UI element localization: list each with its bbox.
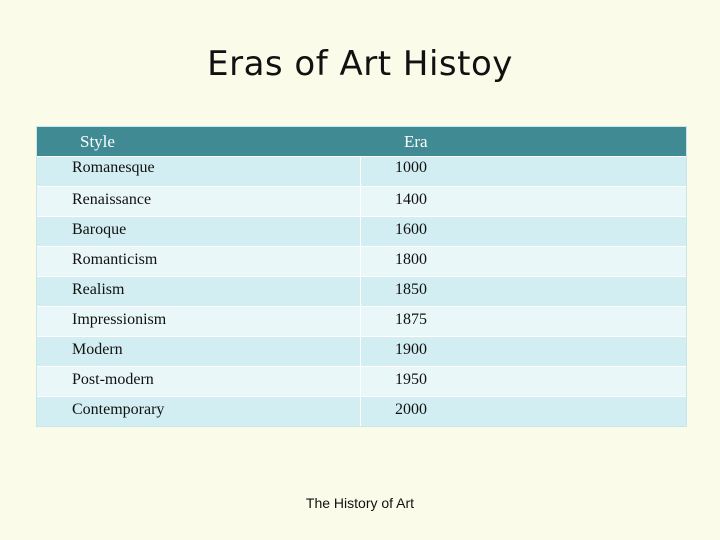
slide-footer: The History of Art — [305, 495, 415, 511]
column-divider — [360, 187, 361, 216]
table-row: Baroque 1600 — [37, 216, 686, 246]
era-cell: 1950 — [395, 371, 427, 388]
era-cell: 1400 — [395, 191, 427, 208]
table-row: Modern 1900 — [37, 336, 686, 366]
table-row: Renaissance 1400 — [37, 186, 686, 216]
era-cell: 1875 — [395, 311, 427, 328]
eras-table: Style Era Romanesque 1000 Renaissance 1400 B… — [36, 126, 687, 427]
table-body: Romanesque 1000 Renaissance 1400 Baroque 1600… — [37, 156, 686, 426]
style-cell: Contemporary — [72, 401, 165, 418]
style-cell: Modern — [72, 341, 123, 358]
column-divider — [360, 337, 361, 366]
table-row: Romanesque 1000 — [37, 156, 686, 186]
style-cell: Baroque — [72, 221, 127, 238]
table-header: Style Era — [37, 127, 686, 156]
table-row: Impressionism 1875 — [37, 306, 686, 336]
era-cell: 1600 — [395, 221, 427, 238]
era-cell: 1800 — [395, 251, 427, 268]
slide-title: Eras of Art Histoy — [207, 44, 513, 84]
style-cell: Romanticism — [72, 251, 158, 268]
table-row: Post-modern 1950 — [37, 366, 686, 396]
column-divider — [360, 157, 361, 186]
column-divider — [360, 397, 361, 426]
style-cell: Impressionism — [72, 311, 167, 328]
column-header-era: Era — [404, 132, 428, 151]
column-divider — [360, 277, 361, 306]
era-cell: 1900 — [395, 341, 427, 358]
table-row: Realism 1850 — [37, 276, 686, 306]
table-row: Contemporary 2000 — [37, 396, 686, 426]
column-divider — [360, 307, 361, 336]
era-cell: 1850 — [395, 281, 427, 298]
era-cell: 2000 — [395, 401, 427, 418]
column-header-style: Style — [80, 132, 115, 151]
table-row: Romanticism 1800 — [37, 246, 686, 276]
column-divider — [360, 367, 361, 396]
style-cell: Post-modern — [72, 371, 154, 388]
style-cell: Realism — [72, 281, 125, 298]
style-cell: Romanesque — [72, 159, 155, 176]
style-cell: Renaissance — [72, 191, 152, 208]
era-cell: 1000 — [395, 159, 427, 176]
column-divider — [360, 217, 361, 246]
column-divider — [360, 247, 361, 276]
